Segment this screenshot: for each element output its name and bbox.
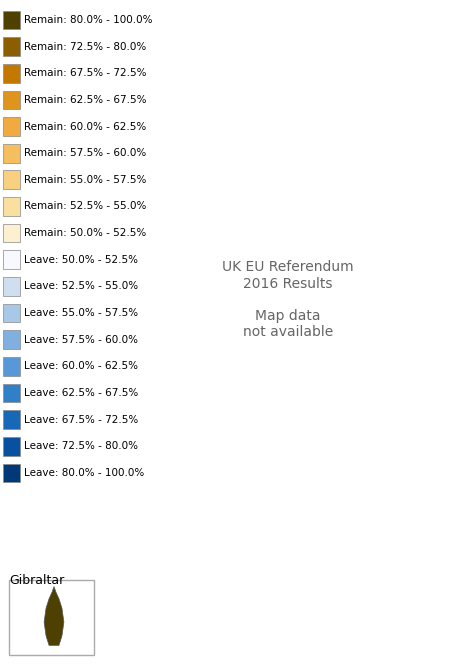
Text: Remain: 55.0% - 57.5%: Remain: 55.0% - 57.5% (24, 174, 147, 185)
Text: Leave: 52.5% - 55.0%: Leave: 52.5% - 55.0% (24, 281, 139, 292)
Text: Leave: 62.5% - 67.5%: Leave: 62.5% - 67.5% (24, 388, 139, 398)
FancyBboxPatch shape (3, 64, 20, 83)
Text: Leave: 60.0% - 62.5%: Leave: 60.0% - 62.5% (24, 361, 139, 372)
FancyBboxPatch shape (3, 197, 20, 216)
FancyBboxPatch shape (3, 117, 20, 136)
Text: Remain: 52.5% - 55.0%: Remain: 52.5% - 55.0% (24, 201, 147, 212)
FancyBboxPatch shape (3, 464, 20, 482)
FancyBboxPatch shape (3, 330, 20, 349)
FancyBboxPatch shape (3, 384, 20, 402)
FancyBboxPatch shape (3, 144, 20, 163)
FancyBboxPatch shape (3, 170, 20, 189)
FancyBboxPatch shape (9, 580, 94, 655)
Text: Remain: 60.0% - 62.5%: Remain: 60.0% - 62.5% (24, 121, 147, 132)
FancyBboxPatch shape (3, 277, 20, 296)
FancyBboxPatch shape (3, 224, 20, 242)
Text: UK EU Referendum
2016 Results

Map data
not available: UK EU Referendum 2016 Results Map data n… (222, 260, 354, 339)
Text: Leave: 80.0% - 100.0%: Leave: 80.0% - 100.0% (24, 468, 145, 478)
FancyBboxPatch shape (3, 91, 20, 109)
Text: Gibraltar: Gibraltar (9, 573, 65, 587)
FancyBboxPatch shape (3, 11, 20, 29)
Text: Leave: 67.5% - 72.5%: Leave: 67.5% - 72.5% (24, 414, 139, 425)
FancyBboxPatch shape (3, 410, 20, 429)
Text: Leave: 55.0% - 57.5%: Leave: 55.0% - 57.5% (24, 308, 139, 318)
Text: Remain: 67.5% - 72.5%: Remain: 67.5% - 72.5% (24, 68, 147, 79)
Text: Remain: 80.0% - 100.0%: Remain: 80.0% - 100.0% (24, 15, 153, 25)
Text: Leave: 50.0% - 52.5%: Leave: 50.0% - 52.5% (24, 254, 139, 265)
Text: Remain: 57.5% - 60.0%: Remain: 57.5% - 60.0% (24, 148, 147, 159)
FancyBboxPatch shape (3, 357, 20, 376)
FancyBboxPatch shape (3, 304, 20, 322)
Text: Remain: 62.5% - 67.5%: Remain: 62.5% - 67.5% (24, 95, 147, 105)
FancyBboxPatch shape (3, 437, 20, 456)
FancyBboxPatch shape (3, 37, 20, 56)
Text: Remain: 50.0% - 52.5%: Remain: 50.0% - 52.5% (24, 228, 147, 238)
Text: Leave: 57.5% - 60.0%: Leave: 57.5% - 60.0% (24, 334, 139, 345)
Text: Leave: 72.5% - 80.0%: Leave: 72.5% - 80.0% (24, 441, 139, 452)
Text: Remain: 72.5% - 80.0%: Remain: 72.5% - 80.0% (24, 41, 147, 52)
Polygon shape (44, 587, 64, 645)
FancyBboxPatch shape (3, 250, 20, 269)
